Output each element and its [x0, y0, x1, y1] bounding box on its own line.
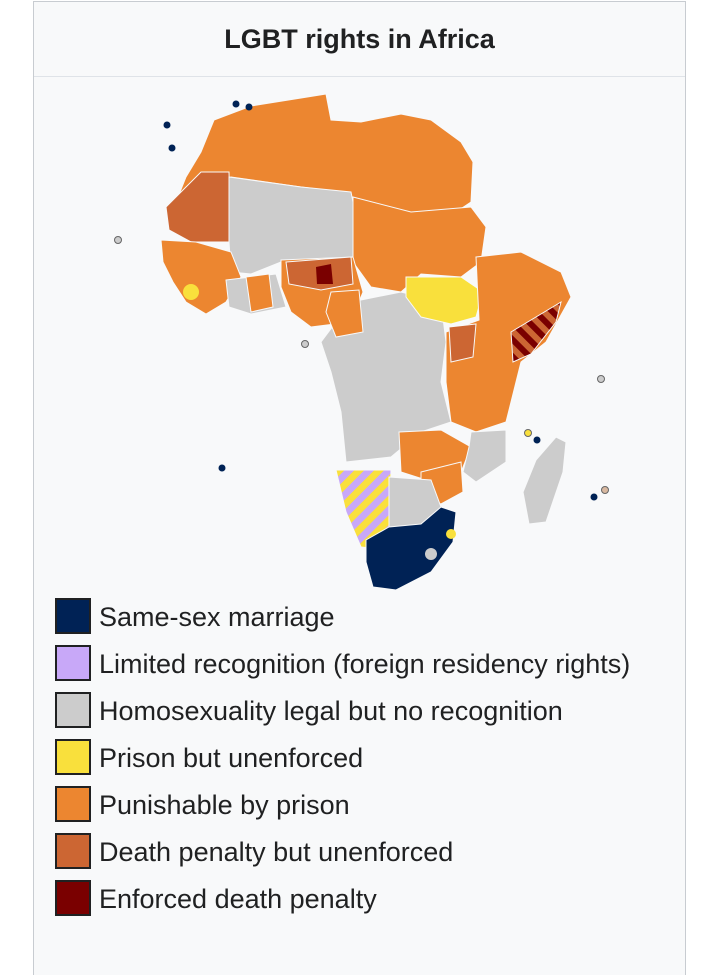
- legend-item-death-enforced: Enforced death penalty: [55, 876, 675, 923]
- region-west-coast: [160, 239, 242, 315]
- infobox-panel: LGBT rights in Africa: [33, 1, 686, 975]
- legend-item-legal-no-recognition: Homosexuality legal but no recognition: [55, 688, 675, 735]
- island-marker: [533, 436, 541, 444]
- legend-label: Same-sex marriage: [99, 602, 335, 632]
- island-marker: [524, 429, 532, 437]
- region-sierra-leone: [183, 284, 199, 300]
- legend-swatch: [55, 833, 91, 869]
- map-legend: Same-sex marriage Limited recognition (f…: [55, 594, 675, 923]
- island-marker: [601, 486, 609, 494]
- region-mauritania: [165, 171, 232, 243]
- legend-item-same-sex-marriage: Same-sex marriage: [55, 594, 675, 641]
- region-east-africa: [445, 251, 572, 433]
- legend-item-prison: Punishable by prison: [55, 782, 675, 829]
- legend-label: Death penalty but unenforced: [99, 837, 454, 867]
- region-mozambique: [462, 429, 507, 483]
- legend-swatch: [55, 739, 91, 775]
- region-somalia: [510, 300, 562, 363]
- island-marker: [114, 236, 122, 244]
- legend-swatch: [55, 786, 91, 822]
- region-eswatini: [446, 529, 456, 539]
- island-marker: [168, 144, 176, 152]
- island-marker: [597, 375, 605, 383]
- legend-item-prison-unenforced: Prison but unenforced: [55, 735, 675, 782]
- region-death-enforced: [316, 264, 333, 284]
- region-uganda: [448, 323, 477, 363]
- legend-swatch: [55, 880, 91, 916]
- region-madagascar: [522, 436, 567, 525]
- legend-item-death-unenforced: Death penalty but unenforced: [55, 829, 675, 876]
- africa-map[interactable]: [34, 2, 687, 592]
- legend-swatch: [55, 692, 91, 728]
- region-cameroon: [325, 289, 364, 338]
- island-marker: [232, 100, 240, 108]
- map-caption: LGBT rights in Africa: [34, 2, 685, 77]
- island-marker: [245, 103, 253, 111]
- legend-label: Enforced death penalty: [99, 884, 377, 914]
- island-marker: [218, 464, 226, 472]
- legend-label: Prison but unenforced: [99, 743, 364, 773]
- island-marker: [163, 121, 171, 129]
- region-south-sudan: [405, 276, 484, 325]
- legend-label: Punishable by prison: [99, 790, 350, 820]
- legend-label: Homosexuality legal but no recognition: [99, 696, 563, 726]
- legend-label: Limited recognition (foreign residency r…: [99, 649, 631, 679]
- legend-swatch: [55, 645, 91, 681]
- legend-swatch: [55, 598, 91, 634]
- region-south-africa: [365, 506, 457, 591]
- region-lesotho: [425, 548, 437, 560]
- region-togo: [245, 273, 274, 313]
- island-marker: [301, 340, 309, 348]
- island-marker: [590, 493, 598, 501]
- legend-item-limited-recognition: Limited recognition (foreign residency r…: [55, 641, 675, 688]
